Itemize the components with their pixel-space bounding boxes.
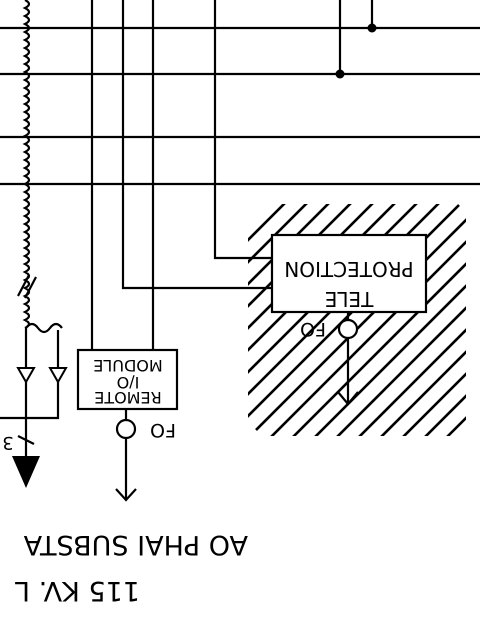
junction-dot bbox=[367, 23, 377, 33]
substation-name: AO PHAI SUBSTA bbox=[23, 529, 248, 560]
ct-ratio-label: 3 bbox=[2, 432, 13, 453]
hatch-line bbox=[248, 204, 466, 436]
arrow-down-icon bbox=[337, 391, 359, 406]
fo-label-remote: FO bbox=[150, 419, 176, 441]
hatch-line bbox=[379, 204, 466, 436]
triangle-down-icon bbox=[16, 367, 36, 385]
hatch-line bbox=[468, 200, 480, 460]
fo-connector-icon bbox=[115, 418, 137, 440]
hatch-line bbox=[248, 204, 311, 436]
hatch-line bbox=[269, 204, 466, 436]
hatch-line bbox=[313, 204, 466, 436]
fo-label-tele: FO bbox=[300, 318, 326, 340]
junction-dot bbox=[335, 69, 345, 79]
coil-symbol: 3 bbox=[0, 0, 68, 488]
hatch-line bbox=[0, 200, 222, 460]
risers bbox=[335, 0, 377, 79]
bus-lines bbox=[0, 26, 480, 186]
arrow-down-icon bbox=[115, 488, 137, 502]
fo-connector-icon bbox=[337, 318, 359, 340]
hatch-line bbox=[401, 204, 466, 436]
fo-port-tele[interactable]: FO bbox=[300, 312, 359, 406]
hatch-line bbox=[291, 204, 466, 436]
hatch-line bbox=[357, 204, 466, 436]
tele-protection-label-line1: TELE bbox=[325, 287, 375, 311]
remote-io-module[interactable]: REMOTE I/O MODULE bbox=[76, 348, 179, 411]
hatch-line bbox=[423, 204, 466, 436]
hatch-line bbox=[248, 204, 267, 436]
tele-protection-module[interactable]: TELE PROTECTION bbox=[270, 233, 428, 314]
remote-io-label-line3: MODULE bbox=[93, 356, 162, 375]
triangle-down-icon bbox=[48, 367, 68, 385]
remote-io-label-line1: REMOTE bbox=[94, 388, 162, 407]
ground-triangle-icon bbox=[12, 456, 40, 488]
module-wiring bbox=[90, 0, 272, 350]
tele-protection-label-line2: PROTECTION bbox=[284, 257, 413, 281]
remote-io-label-line2: I/O bbox=[117, 373, 140, 392]
fo-port-remote[interactable]: FO bbox=[115, 409, 176, 502]
hatch-line bbox=[335, 204, 466, 436]
line-voltage-label: 115 KV. L bbox=[15, 575, 140, 606]
